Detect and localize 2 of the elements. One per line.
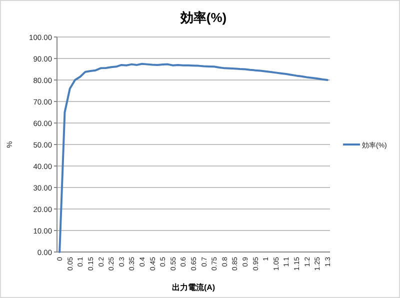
chart-title: 効率(%) bbox=[179, 10, 227, 25]
x-axis-title: 出力電流(A) bbox=[172, 282, 216, 292]
